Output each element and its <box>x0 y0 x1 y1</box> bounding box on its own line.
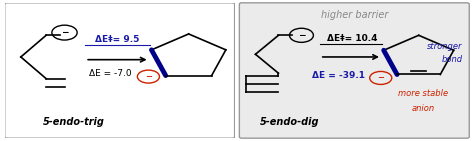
Text: ΔE‡= 9.5: ΔE‡= 9.5 <box>95 35 139 44</box>
Text: −: − <box>145 72 152 81</box>
Text: higher barrier: higher barrier <box>320 10 388 20</box>
Text: −: − <box>298 31 305 40</box>
Text: stronger: stronger <box>427 42 462 51</box>
FancyBboxPatch shape <box>5 3 235 138</box>
Text: more stable: more stable <box>398 89 448 98</box>
Text: bond: bond <box>441 55 462 64</box>
Text: ΔE = -39.1: ΔE = -39.1 <box>312 70 365 80</box>
Text: −: − <box>61 28 68 37</box>
Text: 5-endo-trig: 5-endo-trig <box>43 117 105 127</box>
Text: 5-endo-dig: 5-endo-dig <box>260 117 319 127</box>
Text: ΔE = -7.0: ΔE = -7.0 <box>89 69 132 78</box>
Text: ΔE‡= 10.4: ΔE‡= 10.4 <box>327 34 377 43</box>
FancyBboxPatch shape <box>239 3 469 138</box>
Text: −: − <box>377 73 384 82</box>
FancyBboxPatch shape <box>239 3 469 138</box>
Text: anion: anion <box>412 104 435 113</box>
